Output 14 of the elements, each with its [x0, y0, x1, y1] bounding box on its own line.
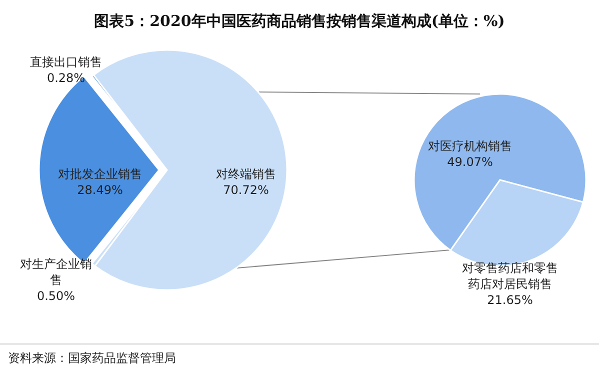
slice-label: 对批发企业销售 [58, 167, 142, 181]
slice-label: 对生产企业销售 [20, 257, 92, 287]
data-label: 21.65% [487, 293, 533, 307]
slice-label: 直接出口销售 [30, 55, 102, 69]
text: 资料来源：国家药品监督管理局 [8, 351, 176, 365]
data-label: 0.28% [46, 71, 86, 85]
chart-title: 图表5：2020年中国医药商品销售按销售渠道构成(单位：%) [94, 12, 505, 30]
slice-label: 对终端销售 [216, 167, 276, 181]
slice-label: 对医疗机构销售 [428, 139, 512, 153]
data-label: 28.49% [77, 183, 123, 197]
data-label: 70.72% [223, 183, 269, 197]
slice-label: 对零售药店和零售药店对居民销售 [462, 261, 558, 291]
data-label: 0.50% [36, 289, 76, 303]
data-label: 49.07% [447, 155, 493, 169]
